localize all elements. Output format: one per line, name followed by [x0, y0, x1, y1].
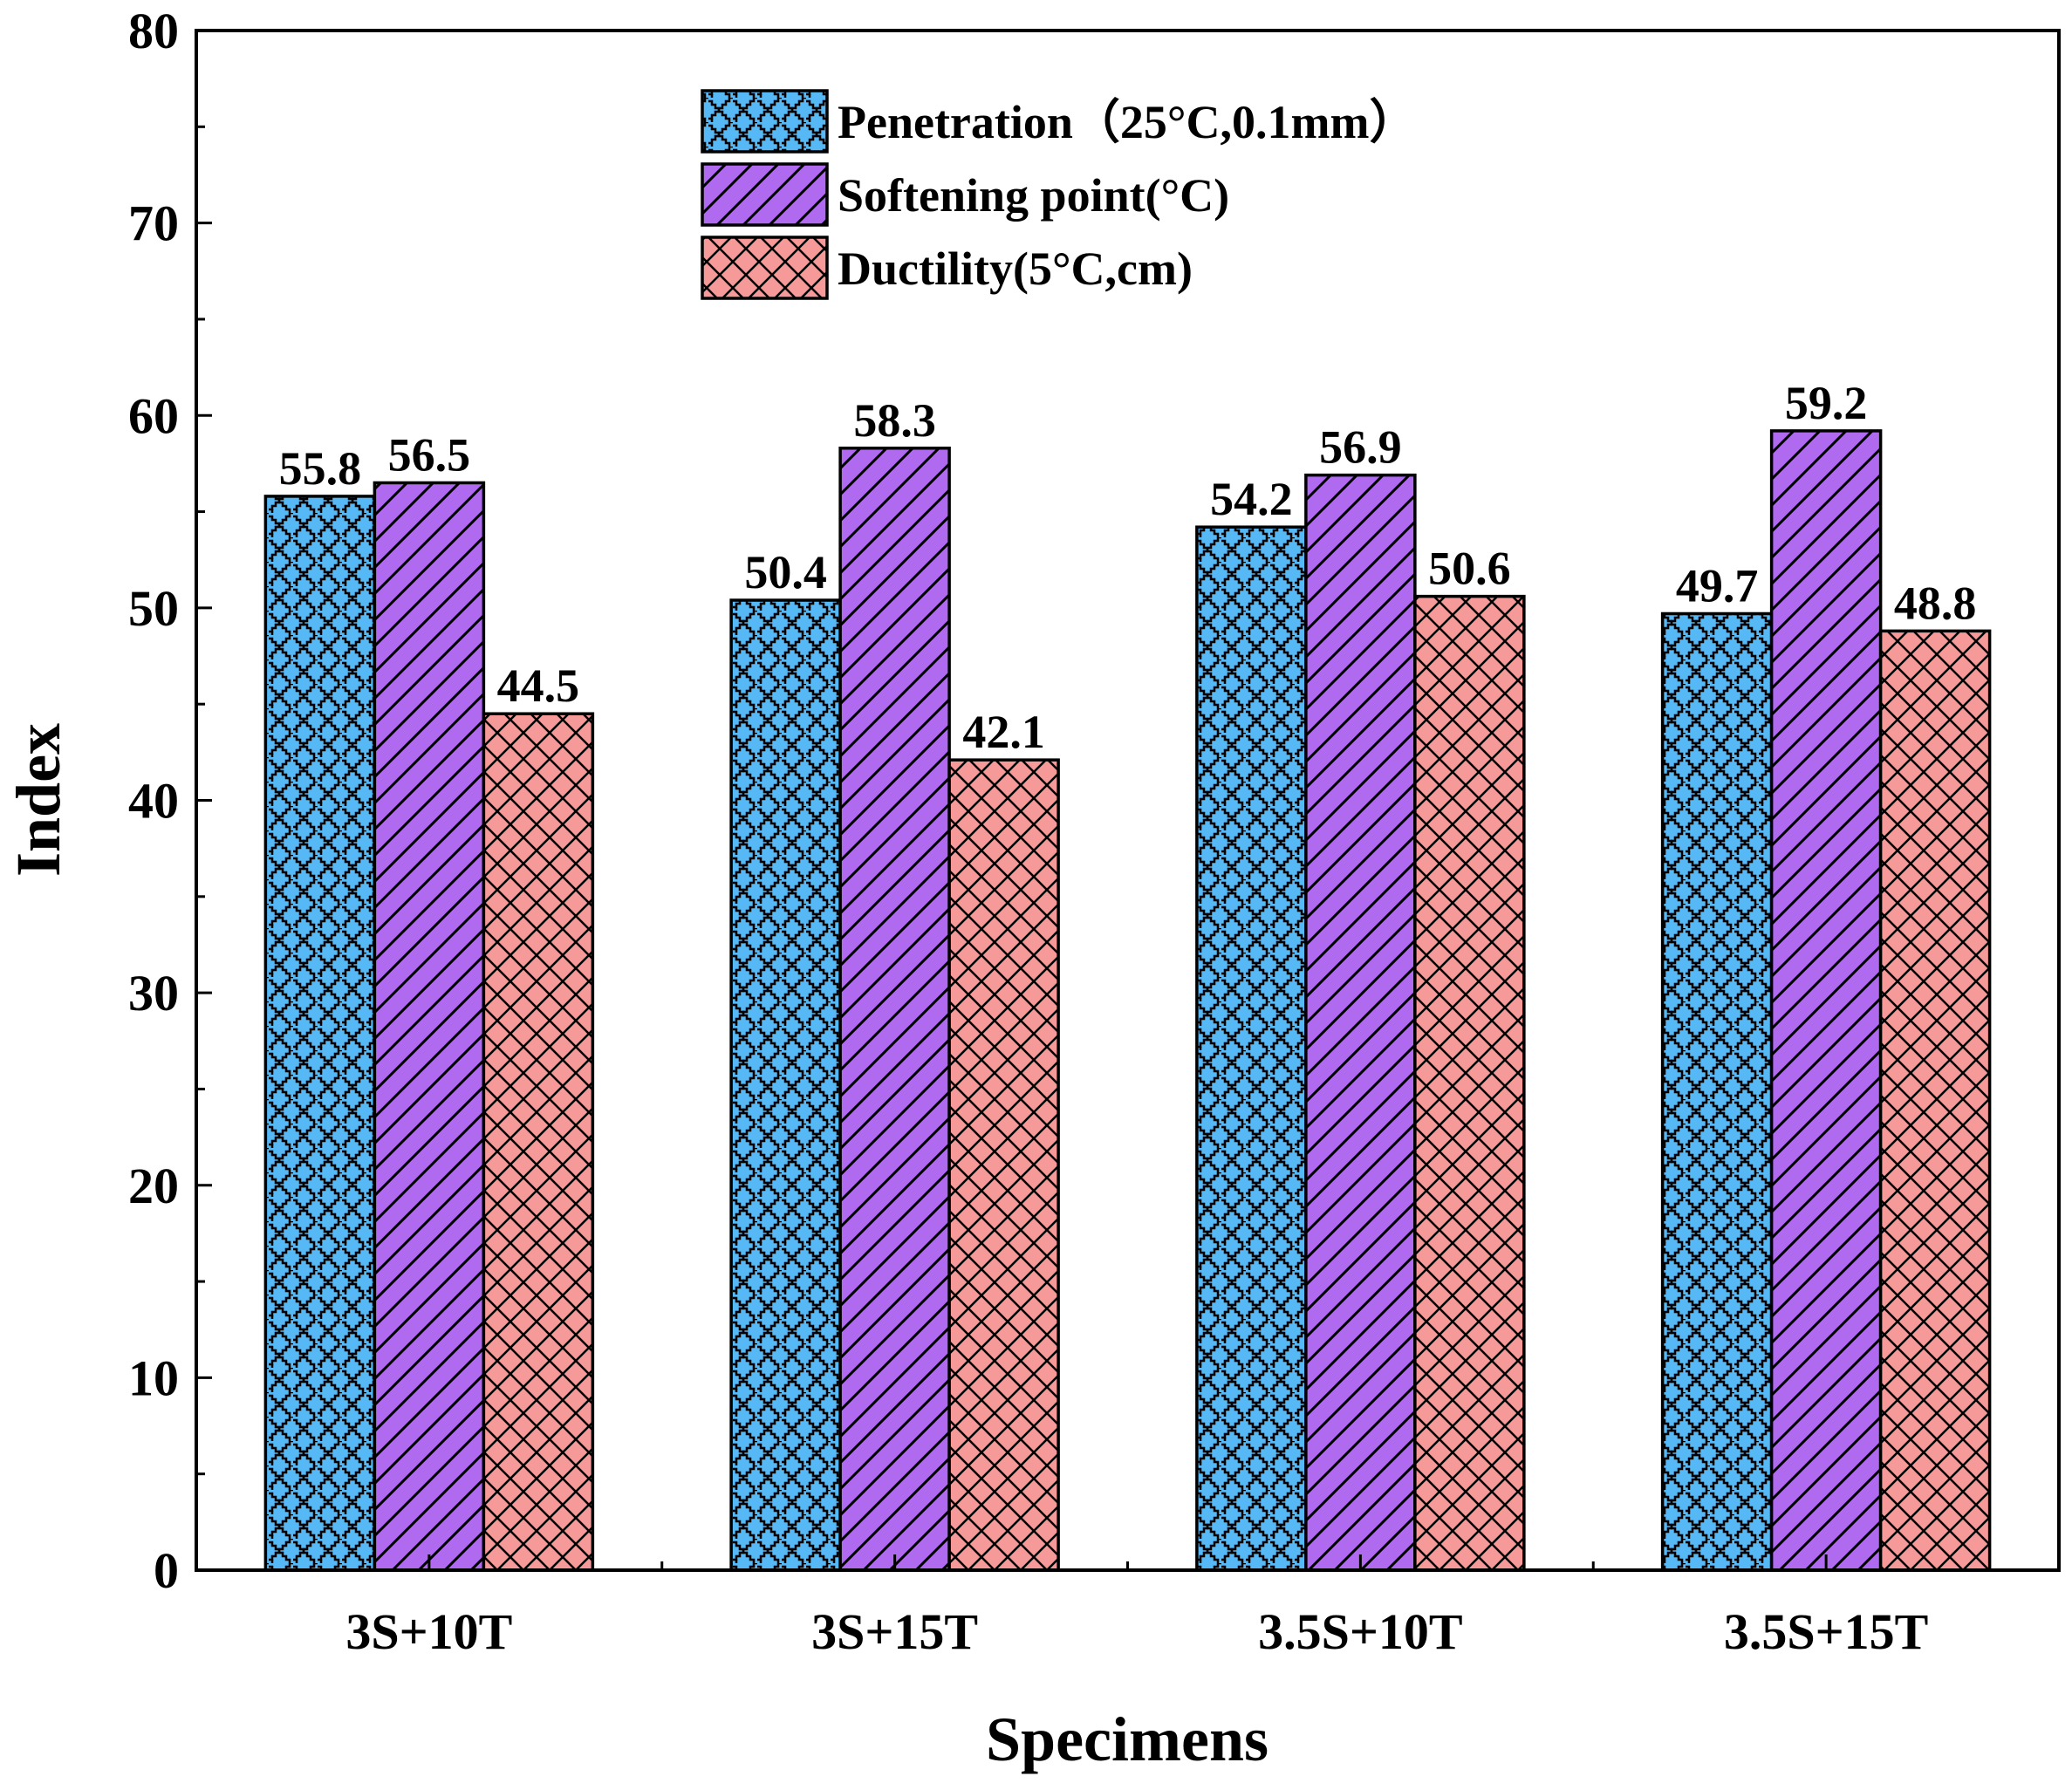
legend-swatch	[701, 89, 829, 154]
legend-swatch	[701, 236, 829, 300]
y-axis-title: Index	[3, 723, 73, 877]
bar	[1660, 611, 1774, 1572]
y-tick-label: 60	[128, 387, 179, 444]
bars-group	[263, 429, 1992, 1572]
y-axis-ticks: 0 10 20 30 40 50 60 70 80	[128, 3, 212, 1599]
y-tick-label: 70	[128, 195, 179, 252]
data-label: 48.8	[1894, 577, 1977, 629]
bar	[373, 481, 486, 1572]
legend-label: Penetration（25°C,0.1mm）	[838, 96, 1416, 148]
x-tick-label: 3S+10T	[345, 1603, 512, 1660]
x-axis-ticks: 3S+10T 3S+15T 3.5S+10T 3.5S+15T	[345, 1554, 1928, 1660]
y-tick-label: 50	[128, 580, 179, 637]
data-label: 54.2	[1210, 473, 1293, 525]
bar	[1769, 429, 1883, 1572]
data-label: 56.9	[1319, 421, 1402, 474]
value-labels-group: 55.8 56.5 44.5 50.4 58.3 42.1 54.2 56.9 50.6 49.7…	[279, 377, 1977, 758]
bar	[1878, 629, 1992, 1572]
bar	[1304, 473, 1417, 1572]
y-tick-label: 80	[128, 3, 179, 59]
data-label: 49.7	[1676, 559, 1759, 611]
bar	[1195, 525, 1308, 1572]
x-tick-label: 3S+15T	[811, 1603, 978, 1660]
data-label: 59.2	[1785, 377, 1868, 429]
bar	[482, 712, 595, 1572]
y-tick-label: 10	[128, 1349, 179, 1406]
data-label: 56.5	[388, 428, 471, 481]
data-label: 42.1	[962, 706, 1045, 758]
data-label: 58.3	[853, 394, 936, 447]
data-label: 44.5	[497, 659, 580, 712]
bar	[1413, 594, 1526, 1572]
data-label: 50.6	[1428, 543, 1511, 595]
x-tick-label: 3.5S+15T	[1724, 1603, 1929, 1660]
legend: Penetration（25°C,0.1mm） Softening point(°…	[701, 89, 1416, 300]
bar	[729, 598, 842, 1572]
legend-swatch	[701, 162, 829, 227]
data-label: 50.4	[744, 546, 827, 598]
y-tick-label: 30	[128, 965, 179, 1021]
data-label: 55.8	[279, 442, 362, 495]
bar	[838, 447, 951, 1572]
x-tick-label: 3.5S+10T	[1258, 1603, 1463, 1660]
y-tick-label: 0	[154, 1542, 179, 1599]
bar	[263, 495, 377, 1572]
bar	[947, 758, 1060, 1572]
legend-label: Softening point(°C)	[838, 169, 1229, 222]
y-tick-label: 40	[128, 773, 179, 830]
legend-label: Ductility(5°C,cm)	[838, 243, 1193, 295]
x-axis-title: Specimens	[986, 1704, 1269, 1774]
y-tick-label: 20	[128, 1158, 179, 1214]
